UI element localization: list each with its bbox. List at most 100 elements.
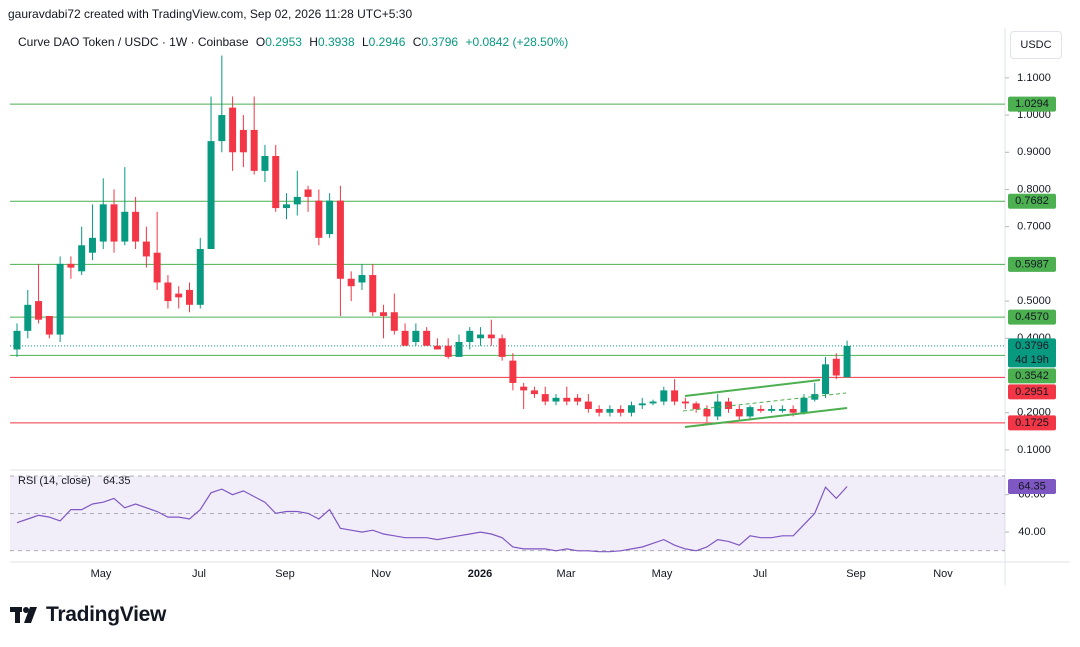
candle-body [444,345,452,357]
candle-body [627,405,635,413]
candle-body [88,237,96,253]
candle-body [315,200,323,238]
channel-upper [684,379,821,397]
l-value: 0.2946 [368,35,406,49]
candle-body [638,403,646,406]
l-label: L [361,35,369,49]
y-tick-label: 0.1000 [1017,444,1051,456]
candle-body [78,245,86,272]
price-label-box [1008,96,1056,112]
candle-body [617,408,625,413]
candle-body [530,390,538,395]
candle-body [800,397,808,413]
logo-text: TradingView [46,603,167,626]
candle-body [196,249,204,305]
candle-body [789,408,797,413]
channel [682,379,848,428]
candle-body [660,390,668,402]
logo-shape [24,607,37,623]
candle-body [584,401,592,409]
price-label-box [1008,193,1056,209]
x-tick-label: May [91,568,112,580]
candle-body [703,408,711,417]
candle-body [466,330,474,343]
price-label: 0.1725 [1015,417,1049,429]
candle-body [563,397,571,402]
candle-body [509,360,517,383]
candle-body [455,342,463,357]
candle-body [778,408,786,411]
credit: gauravdabi72 created with TradingView.co… [8,7,413,21]
change-pct: (+28.50%) [512,35,569,49]
candle-body [724,401,732,409]
candle-body [606,408,614,413]
logo-shape [15,607,20,623]
candle-body [347,278,355,287]
price-label: 0.5987 [1015,258,1049,270]
chart: 0.10000.20000.40000.50000.70000.80000.90… [10,28,1070,585]
change: +0.0842 [465,35,510,49]
candle-body [56,263,64,335]
candle-body [390,312,398,331]
rsi-tick-label: 40.00 [1018,526,1046,538]
price-label: 0.3796 [1015,340,1049,352]
candle-body [326,200,334,235]
candle-body [121,211,129,242]
legend: Curve DAO Token / USDC · 1W · Coinbase O… [18,35,568,49]
price-label: 0.3542 [1015,370,1049,382]
candle-body [649,401,657,404]
x-tick-label: Sep [846,568,866,580]
channel-lower [684,407,848,428]
c-value: 0.3796 [421,35,459,49]
candle-body [380,312,388,316]
candle-body [832,358,840,376]
unit-button[interactable]: USDC [1010,31,1062,59]
y-tick-label: 0.5000 [1017,295,1051,307]
candle-body [811,394,819,400]
candle-body [768,408,776,411]
y-tick-label: 0.9000 [1017,146,1051,158]
candle-body [142,241,150,257]
candle-body [433,345,441,350]
candle-body [45,315,53,335]
candle-body [229,107,237,153]
candle-body [293,196,301,205]
x-tick-label: Jul [753,568,767,580]
candle-body [24,304,32,331]
y-tick-label: 1.1000 [1017,72,1051,84]
price-label-box [1008,384,1056,400]
x-tick-label: Nov [933,568,953,580]
candle-body [185,289,193,305]
candle-body [595,408,603,413]
candle-body [358,275,366,283]
x-tick-label: Jul [192,568,206,580]
candle-body [552,397,560,402]
candle-body [498,338,506,357]
price-label: 0.4570 [1015,311,1049,323]
candle-body [477,334,485,339]
x-tick-label: Sep [275,568,295,580]
candle-body [423,330,431,346]
candle-body [692,403,700,409]
price-label-box [1008,256,1056,272]
candle-body [369,275,377,313]
candle-body [822,364,830,395]
candle-body [153,252,161,283]
candle-body [283,204,291,209]
h-value: 0.3938 [317,35,355,49]
candle-body [412,330,420,343]
candle-body [574,397,582,402]
candle-body [99,204,107,242]
candle-body [13,330,21,350]
candle-body [110,204,118,242]
logo-shape [23,607,29,613]
price-label-box [1008,338,1056,368]
candle-body [67,263,75,268]
candle-body [207,141,215,249]
candle-body [746,407,754,417]
candle-body [681,401,689,404]
x-tick-label: 2026 [468,568,492,580]
price-label: 1.0294 [1015,98,1049,110]
o-label: O [255,35,266,49]
